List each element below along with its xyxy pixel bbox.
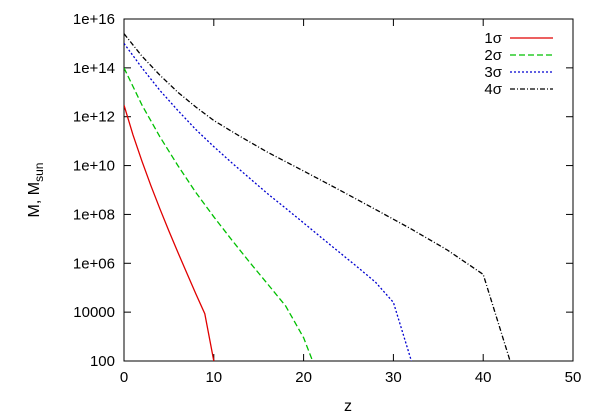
series-line-4: [124, 33, 511, 361]
y-tick-label: 1e+16: [73, 11, 115, 28]
plot-frame: [123, 18, 574, 362]
y-tick-label: 10000: [73, 304, 115, 321]
x-tick-label: 40: [475, 369, 492, 386]
axis-tick-labels: 0 10 20 30 40 50 100 10000 1e+06 1e+08 1e+10 1e+12 1…: [73, 11, 581, 386]
x-tick-label: 10: [205, 369, 222, 386]
y-axis-title-main: M, M: [26, 182, 43, 218]
y-tick-label: 1e+14: [73, 60, 115, 77]
legend-label-3: 3σ: [484, 64, 502, 81]
y-tick-label: 1e+10: [73, 158, 115, 175]
y-tick-label: 1e+06: [73, 255, 115, 272]
legend-label-2: 2σ: [484, 47, 502, 64]
x-tick-label: 0: [120, 369, 128, 386]
y-tick-label: 1e+12: [73, 109, 115, 126]
x-tick-label: 30: [385, 369, 402, 386]
series-lines: [124, 33, 511, 361]
series-line-1: [124, 104, 215, 361]
x-tick-label: 50: [565, 369, 582, 386]
y-tick-label: 100: [90, 353, 115, 370]
axis-ticks: [123, 18, 574, 362]
y-axis-title-subscript: sun: [32, 163, 46, 182]
x-axis-title: z: [344, 398, 352, 415]
x-tick-label: 20: [295, 369, 312, 386]
y-axis-title: M, Msun: [26, 163, 46, 218]
series-line-2: [124, 67, 314, 361]
y-tick-label: 1e+08: [73, 206, 115, 223]
legend-label-4: 4σ: [484, 81, 502, 98]
series-line-3: [124, 43, 413, 361]
legend-label-1: 1σ: [484, 30, 502, 47]
